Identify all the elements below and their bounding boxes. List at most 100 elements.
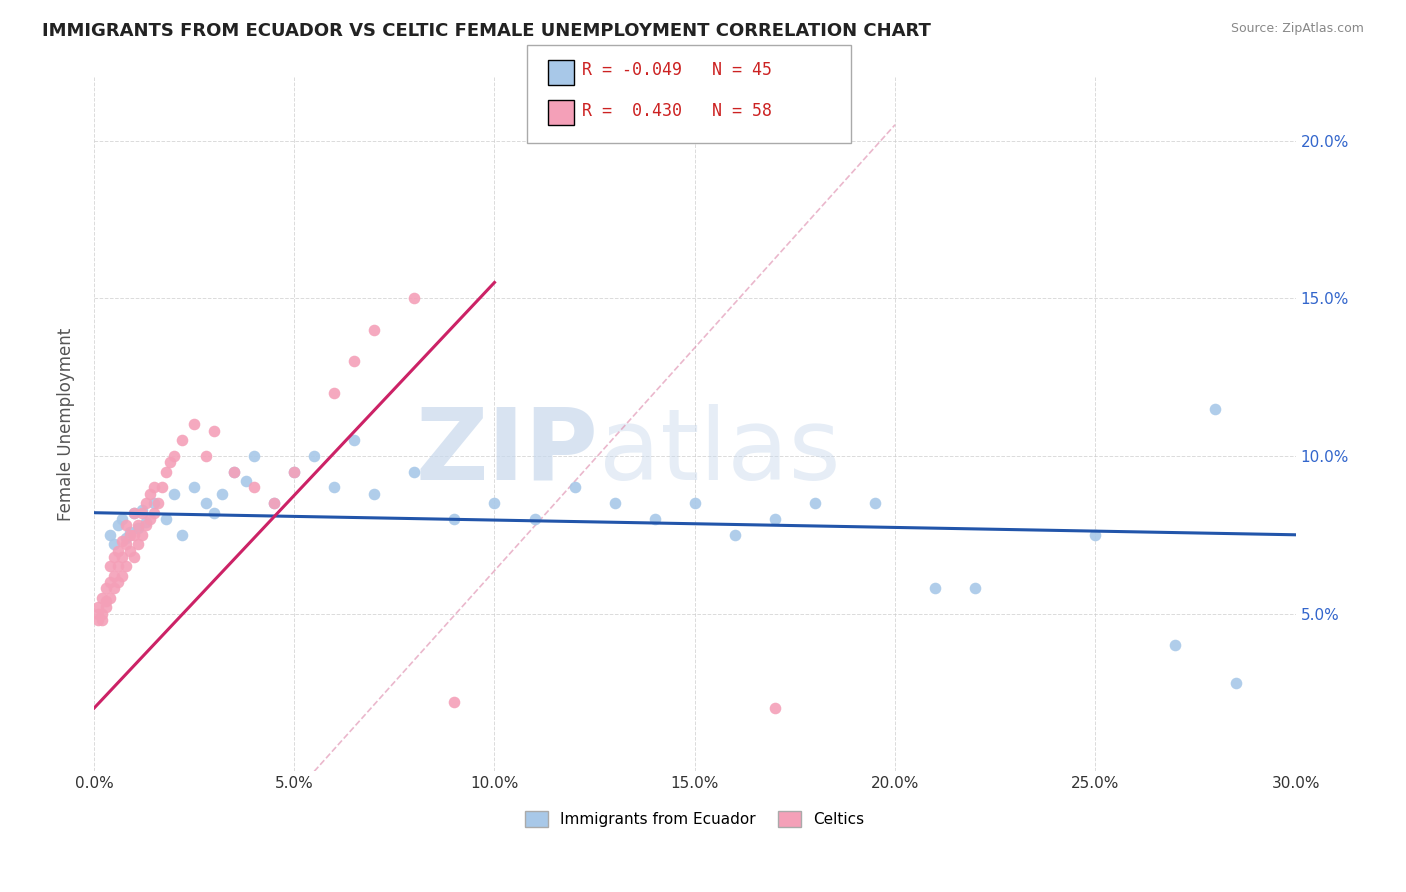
Text: IMMIGRANTS FROM ECUADOR VS CELTIC FEMALE UNEMPLOYMENT CORRELATION CHART: IMMIGRANTS FROM ECUADOR VS CELTIC FEMALE…: [42, 22, 931, 40]
Point: [115, 559, 138, 574]
Point: [115, 531, 138, 545]
Point: [155, 465, 177, 479]
Point: [263, 496, 285, 510]
Point: [564, 481, 586, 495]
Point: [202, 506, 225, 520]
Point: [91, 613, 114, 627]
Point: [131, 528, 153, 542]
Text: atlas: atlas: [599, 404, 841, 500]
Point: [118, 524, 141, 539]
Point: [87, 607, 110, 621]
Point: [243, 481, 266, 495]
Point: [139, 512, 162, 526]
Point: [103, 569, 125, 583]
Point: [150, 481, 173, 495]
Point: [323, 385, 346, 400]
Point: [87, 613, 110, 627]
Point: [302, 449, 325, 463]
Point: [443, 695, 465, 709]
Legend: Immigrants from Ecuador, Celtics: Immigrants from Ecuador, Celtics: [519, 805, 870, 833]
Point: [343, 433, 366, 447]
Point: [115, 518, 138, 533]
Point: [243, 449, 266, 463]
Point: [170, 528, 193, 542]
Point: [118, 543, 141, 558]
Point: [111, 549, 134, 564]
Point: [94, 582, 117, 596]
Point: [183, 417, 205, 432]
Point: [224, 465, 246, 479]
Point: [404, 291, 426, 305]
Point: [131, 502, 153, 516]
Point: [115, 537, 138, 551]
Point: [484, 496, 506, 510]
Point: [1084, 528, 1107, 542]
Point: [159, 455, 181, 469]
Point: [87, 600, 110, 615]
Point: [146, 496, 169, 510]
Point: [91, 591, 114, 605]
Point: [1225, 676, 1247, 690]
Point: [91, 607, 114, 621]
Point: [924, 582, 946, 596]
Point: [107, 575, 129, 590]
Point: [107, 518, 129, 533]
Point: [98, 528, 121, 542]
Point: [163, 449, 186, 463]
Point: [111, 512, 134, 526]
Point: [283, 465, 305, 479]
Point: [94, 594, 117, 608]
Point: [98, 559, 121, 574]
Point: [98, 591, 121, 605]
Point: [404, 465, 426, 479]
Point: [143, 496, 166, 510]
Point: [683, 496, 706, 510]
Point: [155, 512, 177, 526]
Point: [1164, 638, 1187, 652]
Point: [122, 549, 145, 564]
Point: [763, 701, 786, 715]
Point: [363, 323, 385, 337]
Point: [122, 528, 145, 542]
Point: [107, 559, 129, 574]
Point: [763, 512, 786, 526]
Point: [1204, 401, 1226, 416]
Point: [195, 496, 218, 510]
Point: [111, 534, 134, 549]
Point: [211, 487, 233, 501]
Y-axis label: Female Unemployment: Female Unemployment: [58, 327, 75, 521]
Text: Source: ZipAtlas.com: Source: ZipAtlas.com: [1230, 22, 1364, 36]
Text: R = -0.049   N = 45: R = -0.049 N = 45: [582, 62, 772, 79]
Point: [131, 506, 153, 520]
Point: [323, 481, 346, 495]
Point: [224, 465, 246, 479]
Point: [118, 528, 141, 542]
Point: [523, 512, 546, 526]
Point: [111, 569, 134, 583]
Point: [644, 512, 666, 526]
Point: [127, 518, 149, 533]
Point: [135, 496, 157, 510]
Point: [127, 537, 149, 551]
Point: [195, 449, 218, 463]
Point: [170, 433, 193, 447]
Point: [202, 424, 225, 438]
Point: [98, 575, 121, 590]
Point: [127, 521, 149, 535]
Point: [443, 512, 465, 526]
Point: [103, 537, 125, 551]
Point: [965, 582, 987, 596]
Point: [122, 506, 145, 520]
Point: [363, 487, 385, 501]
Point: [343, 354, 366, 368]
Text: ZIP: ZIP: [416, 404, 599, 500]
Text: R =  0.430   N = 58: R = 0.430 N = 58: [582, 103, 772, 120]
Point: [139, 487, 162, 501]
Point: [103, 549, 125, 564]
Point: [135, 515, 157, 529]
Point: [103, 582, 125, 596]
Point: [603, 496, 626, 510]
Point: [263, 496, 285, 510]
Point: [143, 481, 166, 495]
Point: [143, 506, 166, 520]
